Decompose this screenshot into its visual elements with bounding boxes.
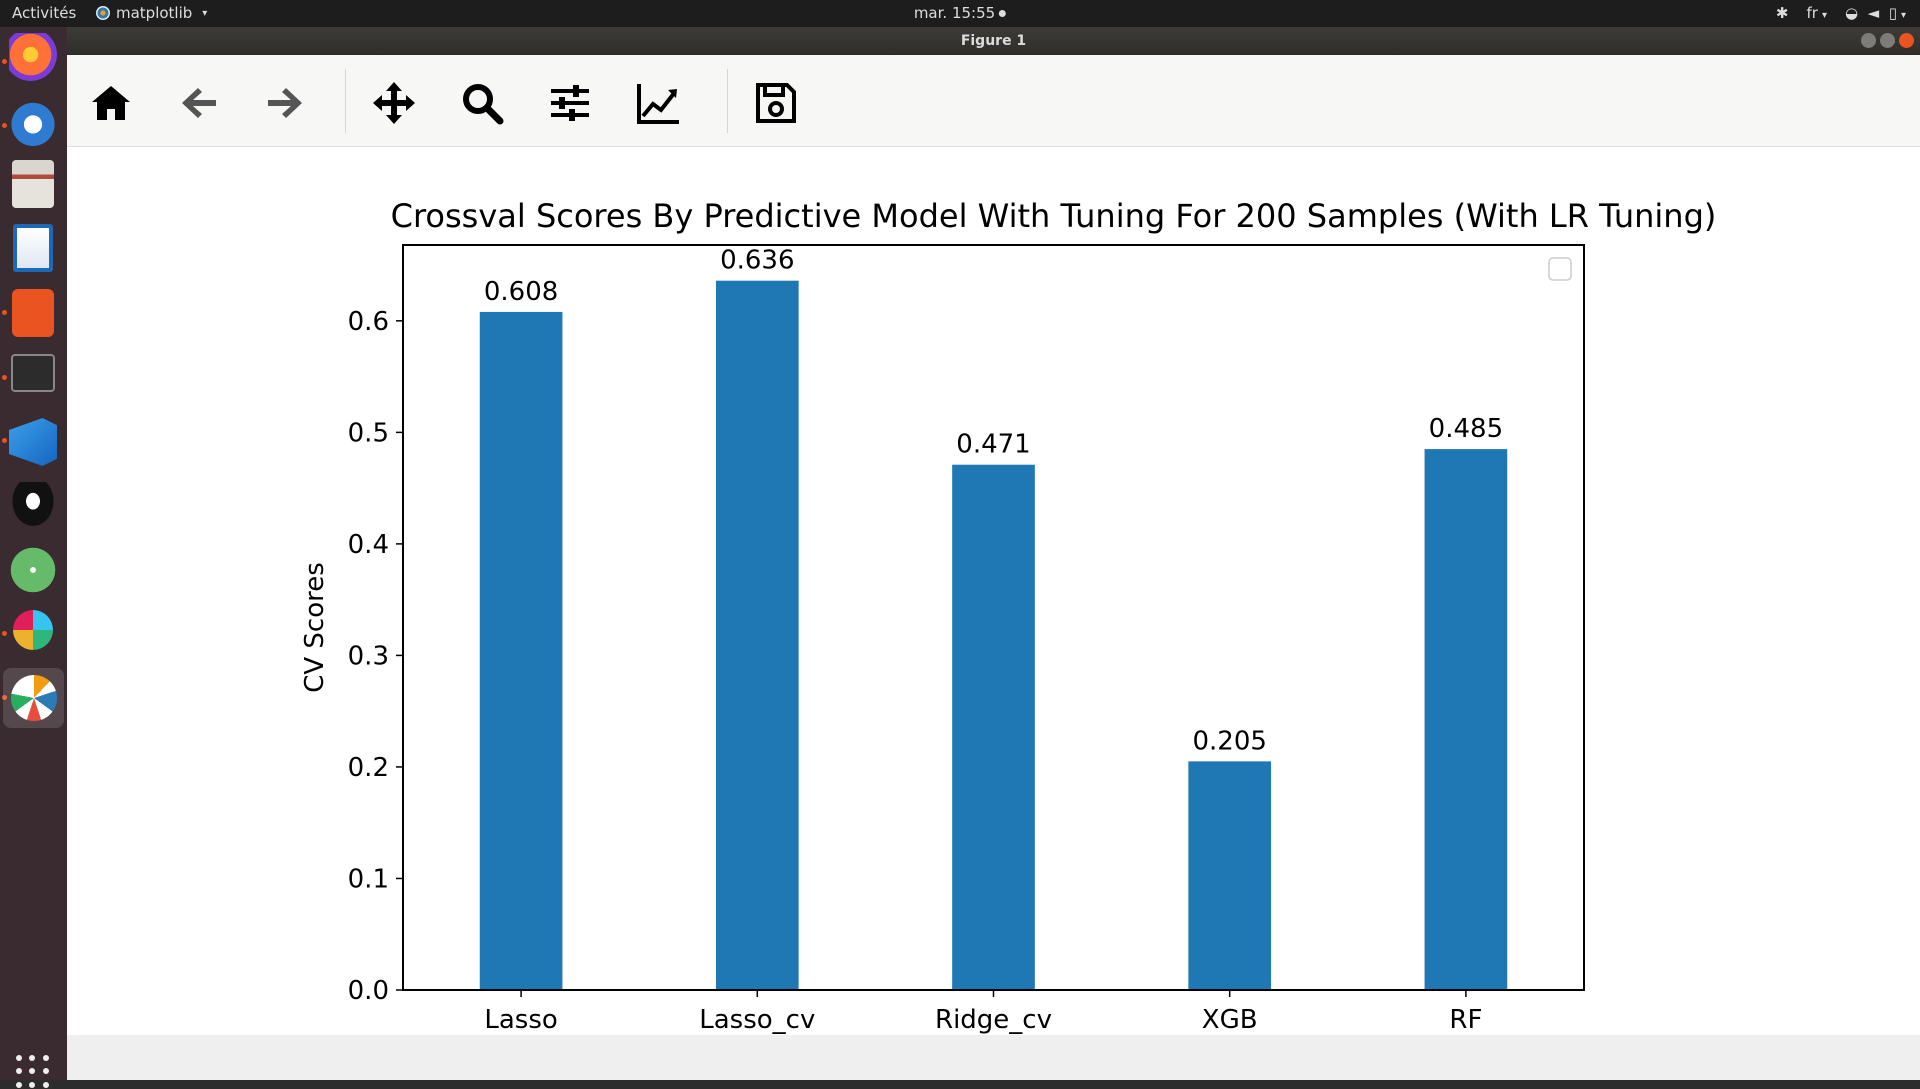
app-menu-label: matplotlib — [116, 4, 193, 22]
figure-canvas[interactable]: Crossval Scores By Predictive Model With… — [67, 147, 1920, 1035]
bar-lasso-cv — [715, 280, 799, 991]
back-button[interactable] — [169, 73, 229, 133]
dock — [0, 27, 67, 1088]
zoom-button[interactable] — [452, 73, 512, 133]
y-tick-label: 0.1 — [348, 864, 389, 894]
vscode-icon[interactable] — [9, 418, 57, 466]
language-label: fr — [1806, 4, 1818, 22]
thunderbird-icon[interactable] — [9, 98, 57, 146]
top-bar: Activités matplotlib ▾ mar. 15:55 ✱ fr ▾ … — [0, 0, 1920, 27]
edit-axis-button[interactable] — [628, 73, 688, 133]
bar-value-label: 0.636 — [720, 246, 794, 276]
x-tick-label: XGB — [1202, 1005, 1258, 1035]
home-icon — [92, 86, 130, 120]
window-titlebar[interactable]: Figure 1 — [67, 27, 1920, 55]
bar-value-label: 0.471 — [956, 430, 1030, 460]
running-indicator — [2, 438, 7, 443]
wifi-icon: ◒ — [1844, 4, 1859, 22]
y-tick-label: 0.6 — [348, 307, 389, 337]
show-applications-button[interactable] — [16, 1055, 50, 1089]
save-icon — [756, 83, 796, 123]
window-controls — [1861, 33, 1914, 48]
chart-line-icon — [637, 84, 679, 124]
bar-xgb — [1188, 761, 1272, 990]
terminal-icon[interactable] — [11, 354, 55, 392]
inkscape-icon[interactable] — [9, 482, 57, 530]
maximize-button[interactable] — [1880, 33, 1895, 48]
software-store-icon[interactable] — [12, 289, 54, 337]
bar-chart: Crossval Scores By Predictive Model With… — [300, 197, 1717, 1035]
bar-rf — [1424, 449, 1508, 990]
sliders-icon — [551, 85, 589, 121]
writer-icon[interactable] — [13, 224, 53, 272]
running-indicator — [2, 310, 7, 315]
x-tick-label: Ridge_cv — [935, 1005, 1052, 1035]
running-indicator — [2, 631, 7, 636]
x-tick-label: Lasso — [484, 1005, 557, 1035]
bar-lasso — [479, 311, 563, 991]
status-bar — [67, 1035, 1920, 1080]
running-indicator — [2, 375, 7, 380]
toolbar-separator — [345, 69, 346, 133]
y-tick-label: 0.3 — [348, 641, 389, 671]
app-menu[interactable]: matplotlib ▾ — [96, 4, 207, 22]
bar-value-label: 0.608 — [484, 277, 558, 307]
clock[interactable]: mar. 15:55 — [913, 4, 1007, 22]
chevron-down-icon: ▾ — [1900, 10, 1906, 21]
atom-icon[interactable] — [9, 546, 57, 594]
axes-frame — [402, 244, 1585, 991]
zoom-icon — [463, 84, 504, 125]
configure-subplots-button[interactable] — [540, 73, 600, 133]
forward-button[interactable] — [255, 73, 315, 133]
window-title: Figure 1 — [960, 33, 1027, 49]
files-icon[interactable] — [12, 160, 54, 208]
bar-ridge-cv — [952, 464, 1035, 990]
y-axis-label: CV Scores — [300, 562, 330, 693]
back-arrow-icon — [182, 88, 216, 118]
matplotlib-dock-item[interactable] — [3, 668, 64, 728]
matplotlib-icon — [96, 6, 110, 20]
legend-box — [1548, 257, 1572, 281]
minimize-button[interactable] — [1861, 33, 1876, 48]
bar-value-label: 0.485 — [1429, 414, 1503, 444]
clock-label: mar. 15:55 — [913, 4, 996, 22]
slack-tray-icon[interactable]: ✱ — [1775, 4, 1789, 22]
y-tick-label: 0.0 — [348, 976, 389, 1006]
x-tick-label: Lasso_cv — [699, 1005, 815, 1035]
notification-dot-icon — [999, 10, 1007, 17]
language-menu[interactable]: fr ▾ — [1806, 4, 1826, 22]
home-button[interactable] — [81, 73, 141, 133]
save-button[interactable] — [746, 73, 806, 133]
battery-icon: ▯ — [1888, 4, 1897, 22]
chevron-down-icon: ▾ — [1821, 10, 1827, 21]
pan-button[interactable] — [364, 73, 424, 133]
toolbar-separator — [727, 69, 728, 133]
x-tick-label: RF — [1449, 1005, 1482, 1035]
system-menu[interactable]: ◒ ◄ ▯ ▾ — [1845, 4, 1906, 22]
sound-icon: ◄ — [1867, 4, 1880, 22]
running-indicator — [2, 123, 7, 128]
activities-button[interactable]: Activités — [12, 4, 77, 22]
running-indicator — [2, 695, 7, 700]
system-tray: ✱ fr ▾ ◒ ◄ ▯ ▾ — [1776, 4, 1906, 22]
running-indicator — [2, 59, 7, 64]
firefox-icon[interactable] — [9, 33, 57, 81]
chart-title: Crossval Scores By Predictive Model With… — [391, 197, 1717, 235]
forward-arrow-icon — [268, 88, 302, 118]
chevron-down-icon: ▾ — [202, 7, 208, 19]
slack-icon[interactable] — [13, 610, 53, 650]
figure-window: Figure 1 — [67, 27, 1920, 1080]
matplotlib-icon — [11, 675, 57, 721]
navigation-toolbar — [67, 55, 1920, 147]
y-tick-label: 0.2 — [348, 753, 389, 783]
bar-value-label: 0.205 — [1192, 726, 1266, 756]
y-tick-label: 0.5 — [348, 418, 389, 448]
move-icon — [373, 82, 415, 124]
close-button[interactable] — [1899, 33, 1914, 48]
y-tick-label: 0.4 — [348, 530, 389, 560]
